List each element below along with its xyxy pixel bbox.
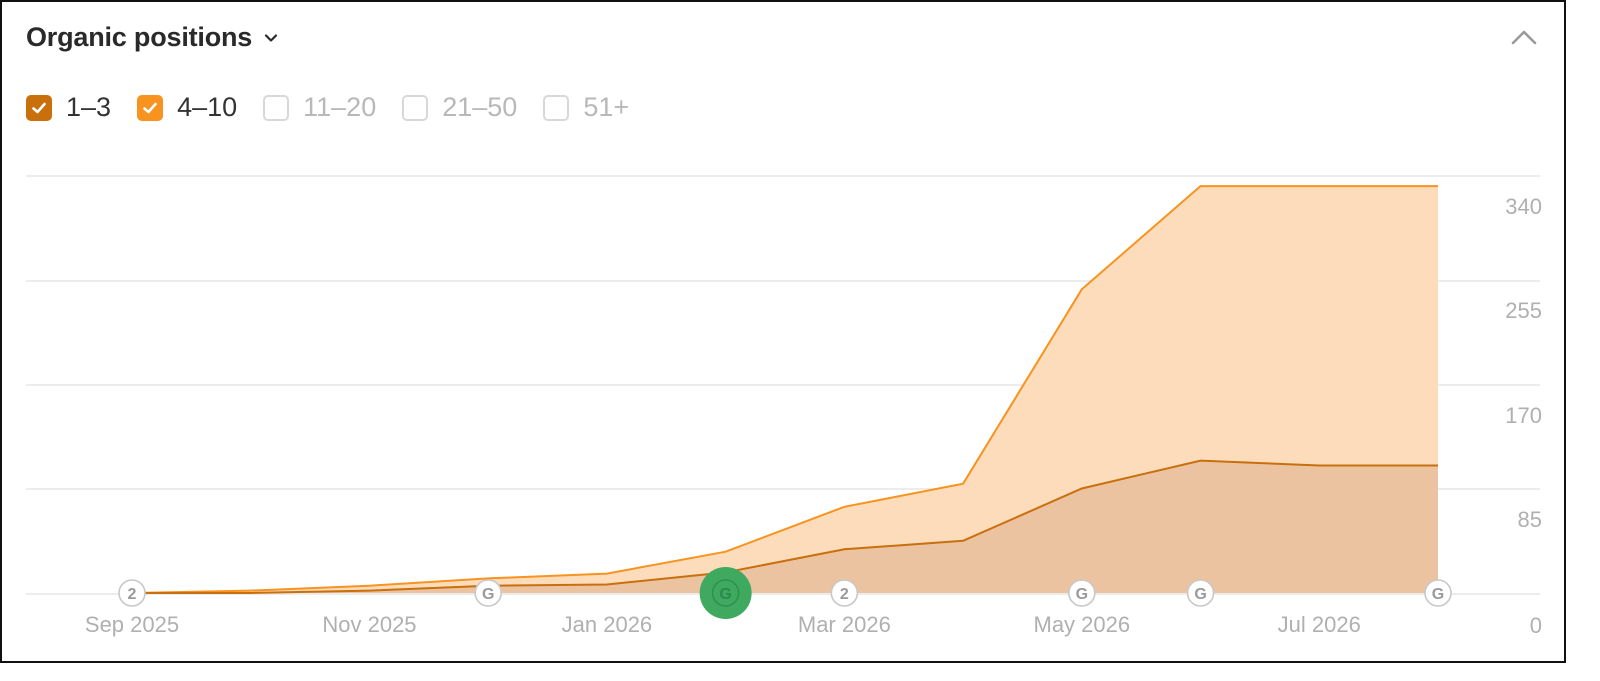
line-series-4-10 — [131, 185, 1438, 594]
marker-circle — [474, 579, 502, 607]
legend-item-4-10[interactable]: 4–10 — [137, 92, 237, 123]
legend-item-1-3[interactable]: 1–3 — [26, 92, 111, 123]
y-tick-label: 340 — [1505, 194, 1542, 219]
google-update-marker[interactable]: G — [699, 567, 752, 619]
organic-positions-chart: 0 85 170 255 340 Sep 2025 Nov 2025 Jan 2026 Mar … — [26, 175, 1542, 638]
marker-label: G — [1076, 586, 1088, 603]
google-update-marker[interactable]: G — [474, 579, 502, 607]
annotation-marker[interactable]: 2 — [118, 579, 146, 607]
panel-header[interactable]: Organic positions — [26, 22, 280, 53]
x-tick-label: Nov 2025 — [322, 612, 416, 637]
legend-item-11-20[interactable]: 11–20 — [263, 92, 376, 123]
x-tick-label: May 2026 — [1034, 612, 1131, 637]
x-tick-label: Sep 2025 — [85, 612, 179, 637]
checkbox-1-3[interactable] — [26, 94, 52, 121]
google-update-marker[interactable]: G — [1424, 579, 1452, 607]
y-tick-label: 255 — [1505, 298, 1542, 323]
check-icon — [32, 102, 46, 113]
y-tick-label: 170 — [1505, 403, 1542, 428]
line-series-1-3 — [132, 459, 1438, 594]
area-series-4-10 — [132, 186, 1438, 593]
y-tick-label: 0 — [1530, 613, 1542, 638]
x-tick-label: Jan 2026 — [562, 612, 653, 637]
legend-label-11-20: 11–20 — [303, 92, 377, 122]
legend-label-51-plus: 51+ — [583, 92, 630, 122]
annotation-marker[interactable]: 2 — [830, 579, 859, 607]
marker-circle — [1068, 579, 1096, 607]
x-tick-label: Mar 2026 — [798, 612, 891, 637]
checkbox-11-20[interactable] — [263, 94, 290, 121]
marker-label: G — [1432, 586, 1444, 603]
marker-circle — [711, 579, 740, 607]
legend-item-51-plus[interactable]: 51+ — [543, 92, 629, 123]
chevron-down-icon[interactable] — [262, 29, 280, 47]
checkbox-51-plus[interactable] — [543, 94, 570, 121]
google-update-marker[interactable]: G — [1186, 579, 1215, 607]
chevron-up-icon[interactable] — [1510, 26, 1538, 48]
panel-title: Organic positions — [26, 22, 253, 52]
marker-circle — [118, 579, 146, 607]
legend-label-21-50: 21–50 — [442, 92, 518, 122]
y-tick-label: 85 — [1518, 507, 1542, 532]
marker-label: 2 — [128, 586, 137, 603]
marker-circle — [1424, 579, 1452, 607]
marker-circle — [830, 579, 859, 607]
marker-label: 2 — [840, 586, 849, 603]
legend-label-4-10: 4–10 — [177, 92, 238, 122]
checkbox-4-10[interactable] — [137, 94, 164, 121]
x-tick-label: Jul 2026 — [1278, 612, 1361, 637]
marker-label: G — [719, 586, 731, 603]
google-update-marker[interactable]: G — [1068, 579, 1096, 607]
area-series-1-3 — [132, 460, 1438, 593]
marker-label: G — [1194, 586, 1206, 603]
legend-item-21-50[interactable]: 21–50 — [402, 92, 517, 123]
marker-label: G — [482, 586, 494, 603]
checkbox-21-50[interactable] — [402, 94, 429, 121]
marker-circle — [1186, 579, 1215, 607]
legend-label-1-3: 1–3 — [66, 92, 112, 122]
organic-positions-panel: Organic positions 1–3 4–10 11–20 21–50 5… — [0, 0, 1566, 663]
check-icon — [143, 102, 157, 113]
position-range-legend: 1–3 4–10 11–20 21–50 51+ — [26, 92, 655, 123]
